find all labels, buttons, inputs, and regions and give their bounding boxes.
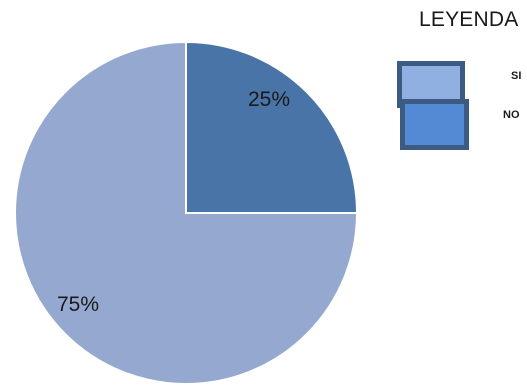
pie-slice-no [185,40,359,214]
slice-label-si: 75% [57,293,99,316]
pie-slice-si [14,40,359,385]
pie-slices [14,40,359,385]
legend-label-no: NO [503,109,520,121]
slice-label-no: 25% [248,88,290,111]
legend-title: LEYENDA [419,8,519,31]
legend-swatch-no [400,99,469,150]
legend-label-si: SI [511,70,522,82]
